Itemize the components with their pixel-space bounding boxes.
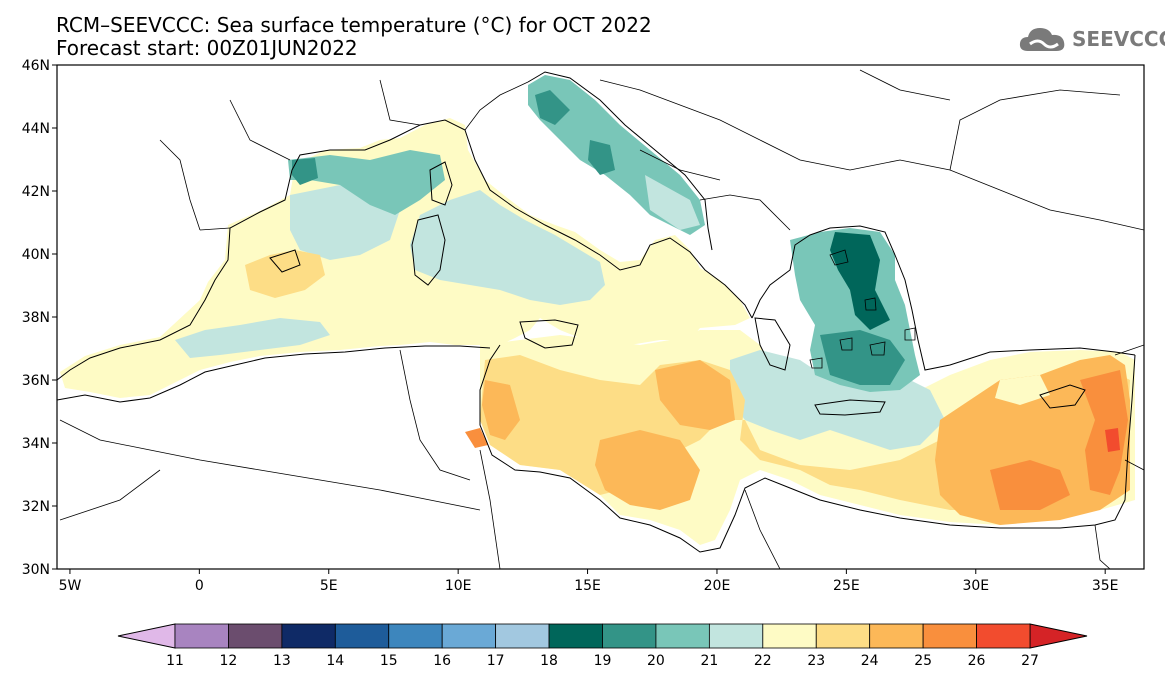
lon-tick-label: 30E [962,578,989,594]
sst-gabes-hot [465,428,488,448]
sst-levant [935,355,1130,525]
sst-sidra-warm [655,360,735,430]
lat-tick-label: 42N [22,184,50,200]
colorbar-low-arrow [117,623,176,649]
colorbar-swatch [922,623,977,649]
country-borders [59,69,1144,569]
logo-text: SEEVCCC [1072,27,1165,51]
lon-tick-label: 35E [1092,578,1119,594]
colorbar-swatch [495,623,550,649]
coastlines [57,71,1136,553]
sst-levant-hot-2 [990,460,1070,510]
colorbar-swatch [762,623,817,649]
colorbar-label: 18 [540,653,558,669]
lat-tick-label: 36N [22,373,50,389]
lon-tick-label: 10E [445,578,472,594]
sst-cilicia [995,375,1050,405]
sst-balearic-warm [245,250,325,298]
colorbar-label: 17 [487,653,505,669]
colorbar-swatch [174,623,229,649]
latitude-axis: 30N 32N 34N 36N 38N 40N 42N 44N 46N [22,58,57,578]
sst-adriatic-north [535,90,570,125]
sst-levant-vhot [1105,428,1120,452]
lon-tick-label: 25E [833,578,860,594]
colorbar-label: 27 [1021,653,1039,669]
aegean-islands [809,249,916,369]
colorbar-label: 11 [166,653,184,669]
colorbar-label: 25 [914,653,932,669]
lon-tick-label: 0 [195,578,204,594]
lat-tick-label: 44N [22,121,50,137]
longitude-axis: 5W 0 5E 10E 15E 20E 25E 30E 35E [59,569,1119,594]
lat-tick-label: 40N [22,247,50,263]
colorbar-swatch [334,623,390,649]
colorbar-label: 13 [273,653,291,669]
lat-tick-label: 32N [22,499,50,515]
colorbar-label: 19 [594,653,612,669]
sst-adriatic-south [645,175,700,230]
colorbar-swatch [281,623,336,649]
sst-ligurian [288,150,445,215]
colorbar-label: 24 [861,653,879,669]
colorbar-label: 23 [807,653,825,669]
seevccc-logo: SEEVCCC [1018,24,1165,54]
lat-tick-label: 34N [22,436,50,452]
cloud-icon [1019,28,1065,51]
colorbar: 11 12 13 14 15 16 17 18 19 20 21 22 23 24 25 26 27 [117,623,1088,669]
colorbar-label: 26 [968,653,986,669]
lat-tick-label: 30N [22,562,50,578]
lon-tick-label: 5W [59,578,82,594]
lat-tick-label: 46N [22,58,50,74]
sst-north-aegean [830,232,890,330]
colorbar-swatch [708,623,764,649]
map-area [57,65,1144,569]
lon-tick-label: 20E [704,578,731,594]
map-title: RCM–SEEVCCC: Sea surface temperature (°C… [56,13,652,37]
sst-alboran-cool [175,318,330,358]
sst-adriatic-mid [588,140,615,175]
colorbar-label: 12 [220,653,238,669]
colorbar-swatch [228,623,283,649]
colorbar-swatch [869,623,924,649]
lat-tick-label: 38N [22,310,50,326]
sst-lion [292,158,318,185]
lon-tick-label: 15E [574,578,601,594]
colorbar-high-arrow [1029,623,1088,649]
lon-tick-label: 5E [320,578,338,594]
colorbar-swatch [815,623,871,649]
colorbar-swatch [388,623,443,649]
colorbar-label: 20 [647,653,665,669]
colorbar-swatch [655,623,710,649]
colorbar-label: 16 [433,653,451,669]
colorbar-label: 21 [700,653,718,669]
sst-aegean-south [820,330,905,385]
colorbar-swatch [976,623,1031,649]
sst-gabes-warm [482,380,520,440]
colorbar-swatch [602,623,657,649]
colorbar-label: 15 [380,653,398,669]
sst-libya-warm [595,430,700,510]
colorbar-swatch [548,623,603,649]
sst-levant-hot [1080,370,1128,495]
colorbar-label: 22 [754,653,772,669]
colorbar-swatch [441,623,497,649]
sst-tyrrhenian [410,190,605,305]
colorbar-label: 14 [326,653,344,669]
sst-ionian-cool [730,350,945,450]
forecast-start-label: Forecast start: 00Z01JUN2022 [56,36,358,60]
